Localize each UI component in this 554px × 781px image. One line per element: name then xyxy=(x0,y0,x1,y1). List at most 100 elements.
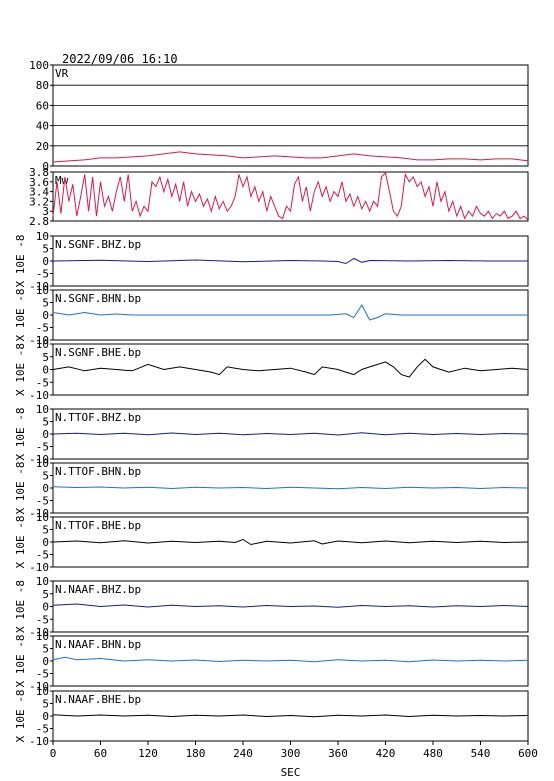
y-tick-label: 0 xyxy=(42,309,49,322)
y-tick-label: 5 xyxy=(42,588,49,601)
panel-1: 3.83.63.43.232.8Mw xyxy=(29,166,529,228)
y-tick-label: 10 xyxy=(36,338,49,351)
y-tick-label: 20 xyxy=(36,140,49,153)
series-line xyxy=(52,358,529,378)
y-tick-label: -5 xyxy=(36,549,49,562)
y-tick-label: -10 xyxy=(29,626,49,639)
x-tick-label: 120 xyxy=(138,747,158,760)
series-line xyxy=(52,714,529,718)
panel-label: N.TTOF.BHZ.bp xyxy=(55,411,141,424)
x-tick-label: 60 xyxy=(94,747,107,760)
panel-label: N.SGNF.BHN.bp xyxy=(55,292,141,305)
series-line xyxy=(52,432,529,436)
y-axis-label: X 10E -8 xyxy=(14,235,27,288)
panel-label: N.TTOF.BHN.bp xyxy=(55,465,141,478)
y-tick-label: 0 xyxy=(42,364,49,377)
y-tick-label: -10 xyxy=(29,453,49,466)
y-tick-label: 10 xyxy=(36,457,49,470)
y-tick-label: 5 xyxy=(42,524,49,537)
y-tick-label: -10 xyxy=(29,561,49,574)
x-tick-label: 240 xyxy=(233,747,253,760)
y-tick-label: 0 xyxy=(42,536,49,549)
y-tick-label: 0 xyxy=(42,655,49,668)
y-tick-label: 10 xyxy=(36,575,49,588)
y-tick-label: 5 xyxy=(42,416,49,429)
y-tick-label: 5 xyxy=(42,351,49,364)
panel-label: N.SGNF.BHE.bp xyxy=(55,346,141,359)
y-tick-label: 3.2 xyxy=(29,195,49,208)
y-tick-label: 0 xyxy=(42,160,49,173)
series-line xyxy=(52,538,529,546)
y-tick-label: 0 xyxy=(42,482,49,495)
panel-label: N.NAAF.BHE.bp xyxy=(55,693,141,706)
panel-frame xyxy=(52,64,529,167)
y-tick-label: 100 xyxy=(29,59,49,72)
series-line xyxy=(52,603,529,608)
series-line xyxy=(52,656,529,663)
x-tick-label: 360 xyxy=(328,747,348,760)
y-tick-label: 10 xyxy=(36,685,49,698)
y-tick-label: 5 xyxy=(42,470,49,483)
y-axis-label: X 10E -8 xyxy=(14,635,27,688)
y-tick-label: 10 xyxy=(36,511,49,524)
y-tick-label: 0 xyxy=(42,710,49,723)
y-axis-label: X 10E -8 xyxy=(14,516,27,569)
y-tick-label: -10 xyxy=(29,334,49,347)
y-tick-label: 80 xyxy=(36,79,49,92)
y-tick-label: 5 xyxy=(42,243,49,256)
x-tick-label: 300 xyxy=(281,747,301,760)
series-line xyxy=(52,304,528,321)
y-tick-label: 5 xyxy=(42,643,49,656)
x-axis-label: SEC xyxy=(281,766,301,779)
y-tick-label: 0 xyxy=(42,428,49,441)
series-line xyxy=(52,257,528,265)
x-tick-label: 420 xyxy=(376,747,396,760)
y-tick-label: 10 xyxy=(36,630,49,643)
figure-datetime: 2022/09/06 16:10 xyxy=(62,52,178,66)
x-tick-label: 480 xyxy=(423,747,443,760)
y-tick-label: -5 xyxy=(36,268,49,281)
y-tick-label: -5 xyxy=(36,613,49,626)
panel-label: N.NAAF.BHN.bp xyxy=(55,638,141,651)
y-tick-label: 3 xyxy=(42,205,49,218)
y-tick-label: -5 xyxy=(36,376,49,389)
y-axis-label: X 10E -8 xyxy=(14,343,27,396)
panel-label: VR xyxy=(55,67,69,80)
y-tick-label: 0 xyxy=(42,601,49,614)
y-tick-label: -5 xyxy=(36,668,49,681)
series-line xyxy=(52,486,529,490)
y-tick-label: -10 xyxy=(29,735,49,748)
y-tick-label: -10 xyxy=(29,507,49,520)
y-tick-label: -5 xyxy=(36,322,49,335)
y-tick-label: 0 xyxy=(42,255,49,268)
y-tick-label: 10 xyxy=(36,230,49,243)
y-tick-label: -5 xyxy=(36,723,49,736)
x-tick-label: 180 xyxy=(186,747,206,760)
y-tick-label: -10 xyxy=(29,680,49,693)
panels-group: 100806040200VR3.83.63.43.232.8Mw1050-5-1… xyxy=(14,59,529,748)
series-line xyxy=(52,172,529,221)
y-tick-label: 5 xyxy=(42,698,49,711)
panel-0: 100 80 60 40 20 0 VR xyxy=(29,59,529,173)
panel-label: N.TTOF.BHE.bp xyxy=(55,519,141,532)
y-tick-label: 3.8 xyxy=(29,166,49,179)
y-tick-label: 60 xyxy=(36,99,49,112)
y-axis-label: X 10E -8 xyxy=(14,580,27,633)
panel-label: N.SGNF.BHZ.bp xyxy=(55,238,141,251)
y-axis-label: X 10E -8 xyxy=(14,289,27,342)
x-tick-label: 0 xyxy=(50,747,57,760)
x-tick-label: 600 xyxy=(518,747,538,760)
y-axis-label: X 10E -8 xyxy=(14,408,27,461)
panel-frame xyxy=(52,171,529,222)
y-tick-label: 40 xyxy=(36,120,49,133)
